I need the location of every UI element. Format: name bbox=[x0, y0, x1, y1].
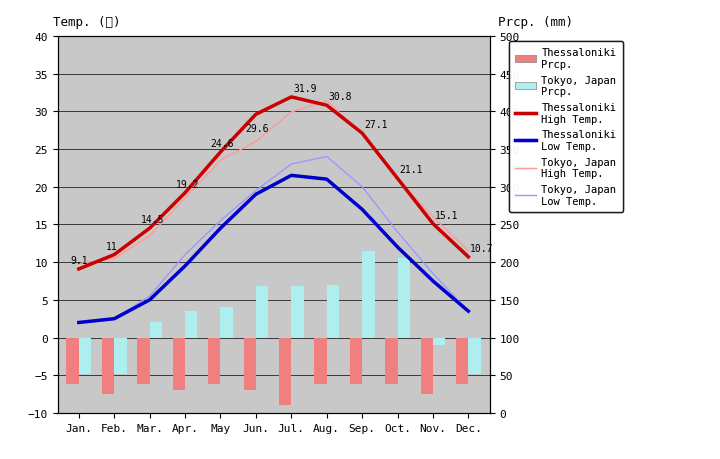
Text: Temp. (℃): Temp. (℃) bbox=[53, 16, 121, 29]
Bar bbox=[66, 338, 79, 385]
Bar bbox=[327, 285, 339, 338]
Text: 21.1: 21.1 bbox=[400, 165, 423, 175]
Bar bbox=[220, 308, 233, 338]
Bar bbox=[385, 338, 397, 385]
Text: 24.6: 24.6 bbox=[210, 139, 233, 149]
Text: 19.2: 19.2 bbox=[176, 179, 199, 189]
Bar bbox=[185, 312, 197, 338]
Bar bbox=[102, 338, 114, 394]
Bar bbox=[362, 251, 374, 338]
Text: 31.9: 31.9 bbox=[293, 84, 317, 94]
Bar bbox=[243, 338, 256, 391]
Bar bbox=[173, 338, 185, 391]
Legend: Thessaloniki
Prcp., Tokyo, Japan
Prcp., Thessaloniki
High Temp., Thessaloniki
Lo: Thessaloniki Prcp., Tokyo, Japan Prcp., … bbox=[509, 42, 623, 213]
Bar bbox=[456, 338, 468, 385]
Text: 27.1: 27.1 bbox=[364, 120, 387, 130]
Bar bbox=[114, 338, 127, 374]
Bar bbox=[208, 338, 220, 385]
Bar bbox=[292, 286, 304, 338]
Text: 14.5: 14.5 bbox=[141, 215, 164, 224]
Bar bbox=[397, 259, 410, 338]
Text: Prcp. (mm): Prcp. (mm) bbox=[498, 16, 573, 29]
Bar bbox=[350, 338, 362, 385]
Bar bbox=[279, 338, 292, 406]
Bar bbox=[79, 338, 91, 374]
Bar bbox=[150, 323, 162, 338]
Bar bbox=[433, 338, 446, 345]
Text: 29.6: 29.6 bbox=[246, 123, 269, 134]
Bar bbox=[138, 338, 150, 385]
Bar bbox=[256, 286, 269, 338]
Text: 10.7: 10.7 bbox=[470, 243, 494, 253]
Text: 11: 11 bbox=[105, 241, 117, 251]
Text: 9.1: 9.1 bbox=[70, 255, 88, 265]
Bar bbox=[420, 338, 433, 394]
Text: 30.8: 30.8 bbox=[328, 92, 352, 102]
Text: 15.1: 15.1 bbox=[435, 210, 458, 220]
Bar bbox=[315, 338, 327, 385]
Bar bbox=[468, 338, 481, 374]
